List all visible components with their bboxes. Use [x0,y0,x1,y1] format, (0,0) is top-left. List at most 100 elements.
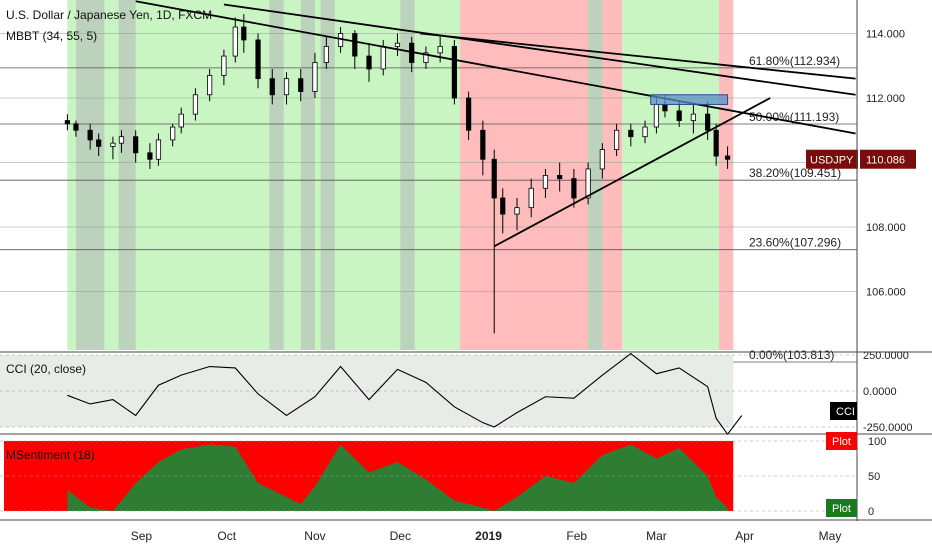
sentiment-bull-area [67,444,728,511]
candle-body [241,26,247,41]
candle-body [283,78,290,96]
candle-body [298,78,304,92]
trendline [135,0,856,135]
candle-body [724,155,731,160]
trendline [223,3,856,96]
candle-body [585,168,591,199]
candle-body [423,52,429,63]
time-tick-label: Sep [131,529,153,543]
candle-body [232,26,238,57]
candle-body [713,129,719,157]
time-tick-label: Dec [390,529,411,543]
price-tick-label: 114.000 [866,29,905,41]
candle-body [133,136,139,154]
background-zones [67,0,734,350]
chart-title: U.S. Dollar / Japanese Yen, 1D, FXCM [6,8,212,22]
plot-badge-top-text: Plot [832,436,851,448]
candle-body [87,129,93,141]
candle-body [269,78,275,96]
candle-body [466,97,472,131]
cci-tick-label: 0.0000 [863,386,897,398]
candle-body [491,158,497,199]
candle-body [170,126,176,141]
candle-body [451,46,457,99]
candle-body [192,94,199,115]
price-tick-label: 106.000 [866,287,906,299]
candle-body [221,55,227,76]
cci-panel [0,352,857,436]
time-tick-label: Mar [646,529,667,543]
fibonacci-levels: 61.80%(112.934) 50.00%(111.193) 38.20%(109… [0,54,857,363]
candle-body [207,75,213,96]
sentiment-tick-label: 100 [868,436,886,448]
cci-badge-text: CCI [836,406,855,418]
candle-body [96,139,102,147]
fib-label: 38.20%(109.451) [749,166,841,180]
cci-tick-label: 250.0000 [863,350,909,362]
last-price-text: 110.086 [866,155,905,167]
trendlines[interactable] [135,0,856,248]
candle-body [437,46,443,54]
time-tick-label: Nov [304,529,325,543]
indicator-label: MBBT (34, 55, 5) [6,29,97,43]
channel-box [650,94,729,105]
cci-badge [830,402,857,420]
candle-body [676,110,682,121]
candle-body [500,197,506,215]
plot-badge-bottom [826,499,857,517]
cci-tick-label: -250.0000 [863,422,913,434]
fib-label: 0.00%(103.813) [749,348,834,362]
candle-body [480,129,486,160]
candle-body [628,129,634,138]
candle-body [542,174,549,189]
zone-gray [320,0,335,350]
symbol-badge-text: USDJPY [810,155,854,167]
candle-body [613,129,620,151]
zone-gray [75,0,105,350]
fib-label: 50.00%(111.193) [749,110,839,124]
time-tick-label: 2019 [475,529,502,543]
candle-body [380,46,386,70]
cci-line [67,352,743,436]
sentiment-tick-label: 50 [868,471,880,483]
candle-body [366,55,372,70]
candle-body [662,104,668,112]
zone-gray [400,0,415,350]
time-tick-label: Apr [735,529,754,543]
candle-body [705,113,711,131]
zone-gray [269,0,284,350]
zone-gray [588,0,603,350]
zone-green [622,0,720,350]
candle-body [323,46,329,63]
trendline [493,97,771,248]
trendline [420,32,856,80]
candle-body [178,113,184,128]
candle-body [64,120,70,125]
cci-title: CCI (20, close) [6,362,86,376]
candle-body [642,126,648,138]
candle-body [394,42,401,47]
candle-body [110,142,116,147]
candle-body [571,178,577,199]
candle-body [557,174,563,180]
candle-body [352,33,358,57]
plot-badge-top [826,432,857,450]
price-tick-label: 112.000 [866,93,905,105]
candle-body [147,152,153,160]
sentiment-tick-label: 0 [868,506,874,518]
candle-body [155,139,162,160]
candle-body [690,113,697,121]
sentiment-panel [0,440,857,512]
candle-body [653,104,660,128]
candle-body [255,39,261,80]
time-tick-label: May [819,529,842,543]
zone-gray [300,0,315,350]
candle-body [528,187,534,209]
zone-gray [118,0,136,350]
fib-label: 61.80%(112.934) [749,54,840,68]
last-price-badge [860,149,916,169]
candle-body [118,136,125,144]
candlesticks [64,14,731,334]
